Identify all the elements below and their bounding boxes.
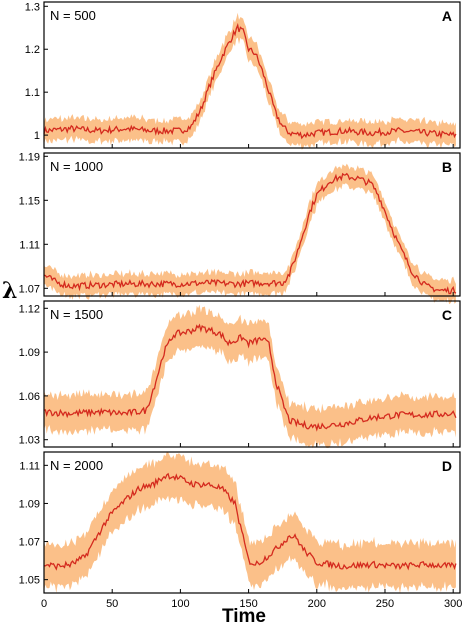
panel-letter-A: A [442,8,452,24]
mean-line-C [43,323,457,432]
x-tick-label: 0 [41,598,47,610]
confidence-band-B [44,163,456,305]
panel-frame-C [43,300,461,448]
panel-frame-B [43,152,461,297]
y-tick-label-D: 1.05 [19,575,40,587]
y-tick-label-A: 1.1 [25,87,40,99]
y-tick-label-A: 1.2 [25,44,40,56]
y-tick-label-B: 1.15 [19,195,40,207]
n-label-C: N = 1500 [50,307,103,322]
y-tick-label-C: 1.03 [19,435,40,447]
x-axis-title: Time [222,606,266,627]
x-tick-label: 300 [444,598,462,610]
y-tick-label-C: 1.06 [19,391,40,403]
x-tick-label: 100 [171,598,189,610]
confidence-band-A [44,12,456,150]
y-tick-label-A: 1.3 [25,1,40,13]
n-label-B: N = 1000 [50,159,103,174]
y-tick-label-D: 1.11 [19,460,40,472]
y-tick-label-B: 1.07 [19,283,40,295]
mean-line-B [43,172,457,295]
mean-line-D [44,472,457,571]
y-tick-label-B: 1.11 [19,239,40,251]
panel-letter-B: B [442,159,452,175]
confidence-band-C [44,304,456,449]
x-tick-label: 50 [106,598,118,610]
panel-frame-D [43,451,461,594]
mean-line-A [43,22,457,140]
y-tick-label-D: 1.09 [19,498,40,510]
y-tick-label-C: 1.12 [19,303,40,315]
x-tick-label: 200 [308,598,326,610]
panel-letter-C: C [442,307,452,323]
y-axis-title: λ [2,278,17,304]
x-tick-label: 250 [376,598,394,610]
n-label-A: N = 500 [50,8,96,23]
n-label-D: N = 2000 [50,458,103,473]
y-tick-label-D: 1.07 [19,537,40,549]
y-tick-label-A: 1 [34,130,40,142]
panel-letter-D: D [442,458,452,474]
y-tick-label-C: 1.09 [19,347,40,359]
x-tick-label: 150 [239,598,257,610]
y-tick-label-B: 1.19 [19,151,40,163]
panel-frame-A [43,1,461,149]
